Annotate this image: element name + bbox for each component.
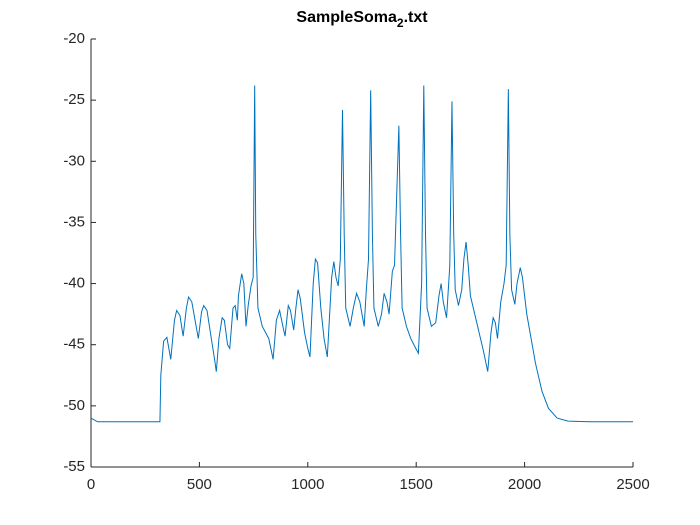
title-subscript: 2: [397, 16, 404, 30]
y-tick-label: -35: [63, 213, 85, 230]
y-tick-label: -40: [63, 275, 85, 292]
chart-title: SampleSoma2.txt: [296, 9, 428, 30]
y-tick-label: -25: [63, 91, 85, 108]
data-line: [90, 85, 633, 423]
x-tick-label: 2000: [508, 476, 541, 493]
x-tick-label: 1500: [400, 476, 433, 493]
title-main: SampleSoma: [296, 9, 397, 26]
x-tick-label: 0: [87, 476, 95, 493]
y-tick-label: -50: [63, 397, 85, 414]
y-tick-label: -55: [63, 458, 85, 475]
y-tick-label: -30: [63, 152, 85, 169]
title-suffix: .txt: [404, 9, 429, 26]
y-tick-label: -45: [63, 336, 85, 353]
x-tick-label: 500: [187, 476, 212, 493]
x-tick-label: 1000: [291, 476, 324, 493]
y-tick-label: -20: [63, 30, 85, 47]
x-tick-label: 2500: [616, 476, 649, 493]
